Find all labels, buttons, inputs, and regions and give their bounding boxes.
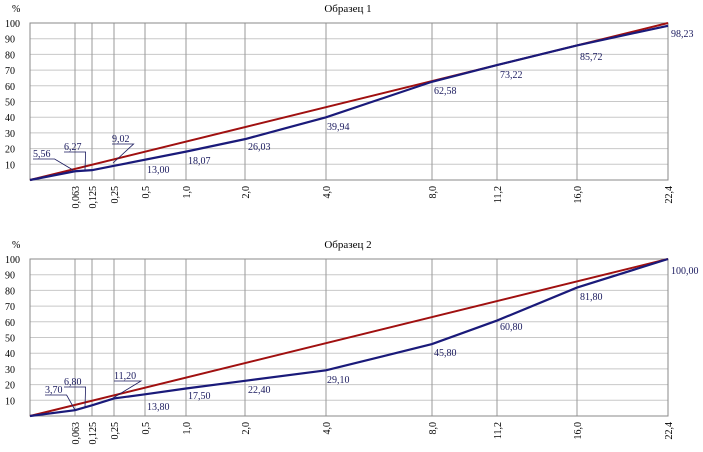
x-tick-label: 0,125 <box>88 186 99 209</box>
y-tick-label: 100 <box>5 19 20 30</box>
chart-1: 10 20 30 40 50 60 70 80 90 100 0,063 0,125 0,25 0,5 1,… <box>5 3 694 209</box>
data-label-callout <box>112 143 135 164</box>
data-label: 98,23 <box>671 29 694 40</box>
x-tick-label: 16,0 <box>573 186 584 204</box>
data-label: 6,80 <box>64 377 82 388</box>
y-tick-label: 20 <box>5 145 15 156</box>
data-label: 5,56 <box>33 149 51 160</box>
y-tick-label: 80 <box>5 50 15 61</box>
data-label: 9,02 <box>112 134 130 145</box>
y-tick-label: 90 <box>5 35 15 46</box>
chart-title: Образец 1 <box>324 3 371 15</box>
plot-frame <box>29 258 669 417</box>
chart-2: 10 20 30 40 50 60 70 80 90 100 0,063 0,125 0,25 0,5 1,… <box>5 239 699 445</box>
y-tick-label: 80 <box>5 286 15 297</box>
data-label: 17,50 <box>188 391 211 402</box>
y-tick-label: 30 <box>5 365 15 376</box>
x-tick-label: 0,5 <box>141 186 152 199</box>
y-axis-label: % <box>12 240 20 251</box>
chart-title: Образец 2 <box>324 239 371 251</box>
y-axis-label: % <box>12 4 20 15</box>
x-tick-label: 2,0 <box>241 422 252 435</box>
x-tick-label: 0,25 <box>110 422 121 440</box>
data-label-callout <box>64 386 87 408</box>
y-tick-label: 30 <box>5 129 15 140</box>
x-tick-label: 0,063 <box>71 186 82 209</box>
data-label: 13,00 <box>147 165 170 176</box>
x-tick-label: 0,25 <box>110 186 121 204</box>
data-label: 6,27 <box>64 142 82 153</box>
y-tick-label: 10 <box>5 160 15 171</box>
y-tick-label: 60 <box>5 82 15 93</box>
x-tick-label: 0,125 <box>88 422 99 445</box>
y-tick-label: 70 <box>5 66 15 77</box>
x-tick-label: 1,0 <box>182 422 193 435</box>
y-tick-label: 40 <box>5 113 15 124</box>
data-label: 73,22 <box>500 70 523 81</box>
y-tick-label: 70 <box>5 302 15 313</box>
data-label-callout <box>33 158 74 171</box>
data-label: 22,40 <box>248 385 271 396</box>
data-label-callout <box>64 151 87 171</box>
x-tick-label: 22,4 <box>664 422 675 440</box>
y-tick-label: 90 <box>5 271 15 282</box>
data-label: 26,03 <box>248 142 271 153</box>
y-tick-label: 100 <box>5 255 20 266</box>
x-tick-label: 0,5 <box>141 422 152 435</box>
data-label: 13,80 <box>147 402 170 413</box>
series-line <box>29 24 669 182</box>
data-label: 81,80 <box>580 292 603 303</box>
x-tick-label: 4,0 <box>322 186 333 199</box>
x-tick-label: 1,0 <box>182 186 193 199</box>
series-line <box>29 257 669 418</box>
x-tick-label: 16,0 <box>573 422 584 440</box>
data-label: 45,80 <box>434 348 457 359</box>
x-tick-label: 4,0 <box>322 422 333 435</box>
data-label-callout <box>112 380 143 399</box>
data-label: 3,70 <box>45 385 63 396</box>
data-label: 18,07 <box>188 156 211 167</box>
plot-frame <box>29 22 669 181</box>
data-label: 29,10 <box>327 375 350 386</box>
y-tick-label: 60 <box>5 318 15 329</box>
y-tick-label: 40 <box>5 349 15 360</box>
data-label: 11,20 <box>114 371 136 382</box>
data-label: 62,58 <box>434 86 457 97</box>
x-tick-label: 0,063 <box>71 422 82 445</box>
data-label: 39,94 <box>327 122 350 133</box>
reference-line <box>29 258 669 417</box>
y-tick-label: 10 <box>5 396 15 407</box>
x-tick-label: 22,4 <box>664 186 675 204</box>
x-tick-label: 8,0 <box>428 422 439 435</box>
x-tick-label: 8,0 <box>428 186 439 199</box>
x-tick-label: 11,2 <box>493 186 504 203</box>
y-tick-label: 50 <box>5 334 15 345</box>
data-label: 60,80 <box>500 322 523 333</box>
x-tick-label: 2,0 <box>241 186 252 199</box>
data-label-callout <box>45 394 76 411</box>
y-tick-label: 20 <box>5 381 15 392</box>
y-tick-label: 50 <box>5 98 15 109</box>
data-label: 85,72 <box>580 52 603 63</box>
data-label: 100,00 <box>671 266 699 277</box>
x-tick-label: 11,2 <box>493 422 504 439</box>
